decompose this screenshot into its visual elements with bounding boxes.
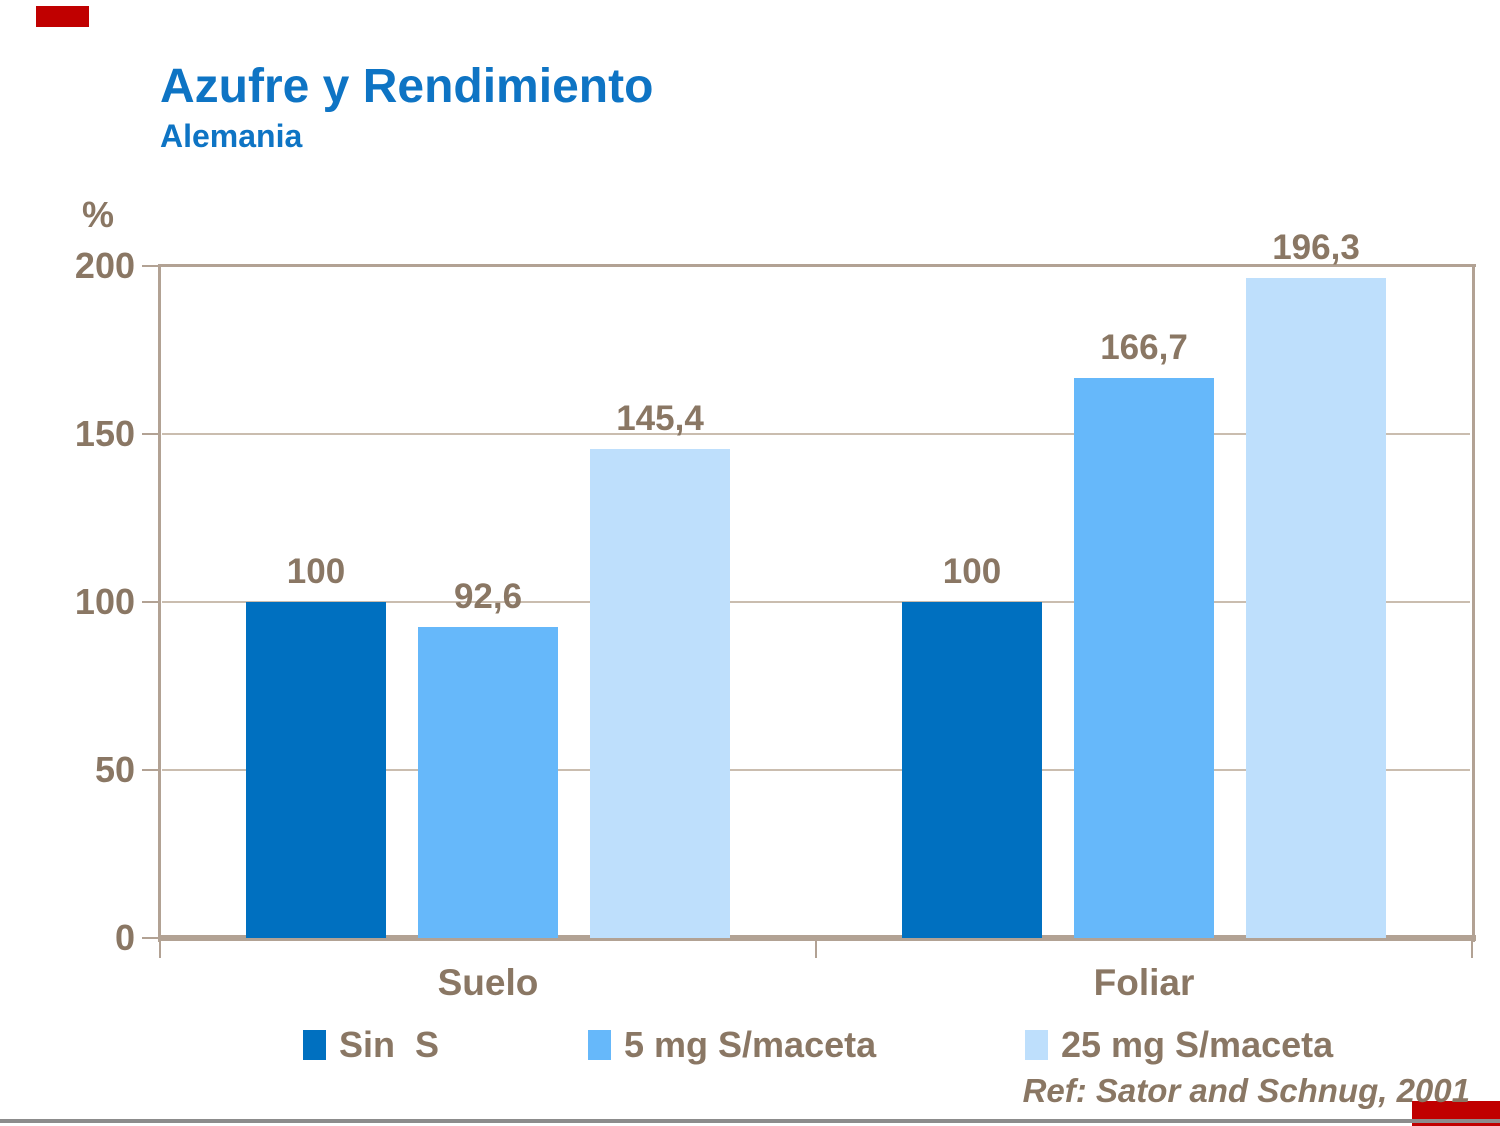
gridline-50	[162, 769, 1470, 771]
gridline-150	[162, 433, 1470, 435]
legend-label-sin-s: Sin S	[339, 1024, 440, 1065]
bar-value-label-foliar-series-0: 100	[942, 552, 1002, 591]
x-tick-mark-1	[815, 941, 817, 958]
legend-swatch-25mg	[1025, 1030, 1048, 1060]
bar-value-label-suelo-series-1: 92,6	[453, 577, 523, 616]
y-axis-line	[158, 264, 161, 942]
y-tick-mark-100	[142, 601, 160, 603]
bar-value-label-suelo-series-2: 145,4	[616, 399, 704, 438]
bar-foliar-series-2	[1246, 278, 1386, 938]
legend-swatch-sin-s	[303, 1030, 326, 1060]
legend-item-25mg: 25 mg S/maceta	[1025, 1022, 1333, 1068]
y-axis-label-200: 200	[74, 245, 135, 286]
y-axis-label-50: 50	[94, 749, 135, 790]
legend-label-25mg: 25 mg S/maceta	[1061, 1024, 1334, 1065]
page-subtitle: Alemania	[160, 118, 303, 154]
y-axis-label-100: 100	[74, 581, 135, 622]
reference-citation: Ref: Sator and Schnug, 2001	[1022, 1072, 1470, 1109]
y-tick-mark-200	[142, 265, 160, 267]
legend-label-5mg: 5 mg S/maceta	[624, 1024, 877, 1065]
chart-legend: Sin S 5 mg S/maceta 25 mg S/maceta	[0, 1022, 1500, 1068]
y-axis-unit-label: %	[82, 194, 115, 235]
bar-value-label-foliar-series-1: 166,7	[1100, 328, 1188, 367]
plot-frame-top	[158, 264, 1476, 267]
y-axis-label-150: 150	[74, 413, 135, 454]
bar-foliar-series-1	[1074, 378, 1214, 938]
x-tick-mark-2	[1471, 941, 1473, 958]
legend-item-5mg: 5 mg S/maceta	[588, 1022, 876, 1068]
bottom-divider-line	[0, 1119, 1500, 1123]
bar-suelo-series-0	[246, 602, 386, 938]
x-axis-category-foliar: Foliar	[1093, 962, 1195, 1003]
x-tick-mark-0	[159, 941, 161, 958]
bar-foliar-series-0	[902, 602, 1042, 938]
red-corner-accent-top-left	[36, 6, 89, 27]
gridline-100	[162, 601, 1470, 603]
bar-value-label-suelo-series-0: 100	[286, 552, 346, 591]
legend-item-sin-s: Sin S	[303, 1022, 439, 1068]
x-axis-line	[158, 935, 1476, 941]
bar-value-label-foliar-series-2: 196,3	[1272, 228, 1360, 267]
bar-suelo-series-2	[590, 449, 730, 938]
x-axis-category-suelo: Suelo	[437, 962, 539, 1003]
y-axis-label-0: 0	[114, 917, 135, 958]
bar-suelo-series-1	[418, 627, 558, 938]
page-title: Azufre y Rendimiento	[160, 60, 654, 113]
legend-swatch-5mg	[588, 1030, 611, 1060]
y-tick-mark-50	[142, 769, 160, 771]
y-tick-mark-0	[142, 937, 160, 939]
y-tick-mark-150	[142, 433, 160, 435]
plot-frame-right	[1472, 264, 1475, 942]
